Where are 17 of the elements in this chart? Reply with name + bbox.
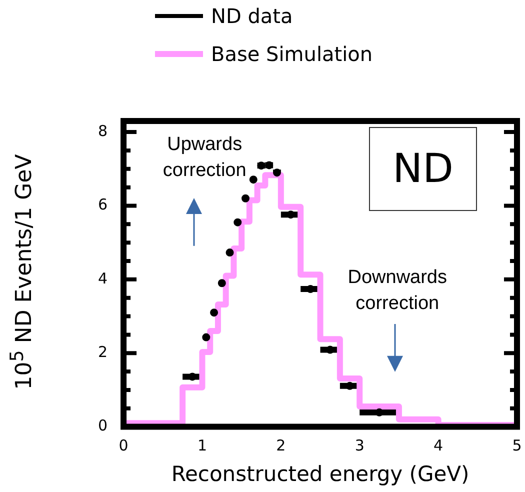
- y-tick-label: 6: [98, 196, 108, 214]
- legend-label: ND data: [211, 4, 293, 28]
- x-tick-label: 4: [434, 436, 444, 455]
- legend-label: Base Simulation: [211, 42, 373, 66]
- x-tick-label: 0: [118, 436, 128, 455]
- x-tick-label: 2: [276, 436, 286, 455]
- annotation: Downwards correction: [348, 266, 448, 316]
- y-tick-label: 8: [98, 122, 108, 140]
- annotation: Upwards correction: [162, 133, 246, 184]
- x-tick-label: 1: [197, 436, 208, 455]
- y-tick-label: 2: [98, 343, 108, 362]
- x-tick-label: 5: [512, 436, 522, 455]
- y-tick-label: 4: [98, 269, 108, 288]
- y-tick-label: 0: [98, 416, 108, 435]
- x-tick-label: 3: [354, 436, 364, 455]
- label-box: ND: [369, 126, 478, 211]
- x-axis-title: Reconstructed energy (GeV): [171, 462, 470, 486]
